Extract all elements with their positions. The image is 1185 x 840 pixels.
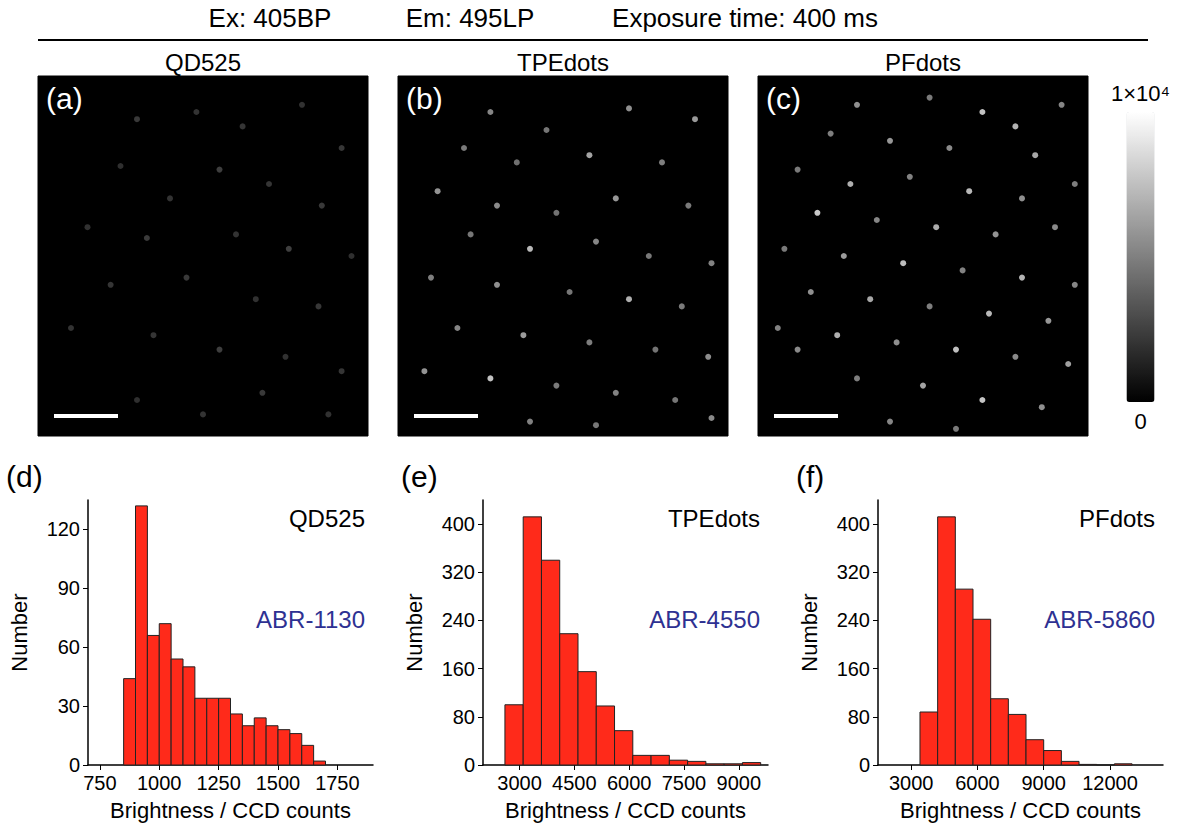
svg-text:90: 90: [58, 577, 80, 599]
svg-text:(a): (a): [46, 82, 83, 115]
svg-text:120: 120: [47, 518, 80, 540]
svg-text:1250: 1250: [196, 772, 241, 794]
svg-text:240: 240: [442, 609, 475, 631]
svg-text:9000: 9000: [717, 772, 762, 794]
svg-text:TPEdots: TPEdots: [668, 505, 760, 532]
svg-text:9000: 9000: [1021, 772, 1066, 794]
svg-text:PFdots: PFdots: [1079, 505, 1155, 532]
svg-text:Number: Number: [7, 593, 32, 671]
svg-text:240: 240: [837, 609, 870, 631]
svg-text:Brightness / CCD counts: Brightness / CCD counts: [505, 798, 746, 823]
svg-text:(e): (e): [401, 460, 438, 493]
svg-text:7500: 7500: [662, 772, 707, 794]
svg-text:Number: Number: [797, 593, 822, 671]
svg-text:(c): (c): [766, 82, 801, 115]
svg-text:160: 160: [837, 658, 870, 680]
svg-text:ABR-5860: ABR-5860: [1044, 606, 1155, 633]
svg-text:TPEdots: TPEdots: [517, 49, 609, 76]
svg-text:12000: 12000: [1082, 772, 1138, 794]
svg-text:6000: 6000: [955, 772, 1000, 794]
svg-text:ABR-4550: ABR-4550: [649, 606, 760, 633]
svg-text:Brightness / CCD counts: Brightness / CCD counts: [110, 798, 351, 823]
svg-text:4500: 4500: [552, 772, 597, 794]
svg-text:1×10⁴: 1×10⁴: [1111, 81, 1170, 106]
svg-text:750: 750: [83, 772, 116, 794]
svg-text:0: 0: [859, 754, 870, 776]
svg-text:ABR-1130: ABR-1130: [256, 606, 365, 633]
svg-text:Em: 495LP: Em: 495LP: [406, 3, 535, 33]
svg-text:6000: 6000: [607, 772, 652, 794]
svg-text:(b): (b): [406, 82, 443, 115]
svg-text:QD525: QD525: [289, 505, 365, 532]
svg-text:3000: 3000: [497, 772, 542, 794]
svg-text:30: 30: [58, 695, 80, 717]
svg-text:0: 0: [464, 754, 475, 776]
svg-text:Ex: 405BP: Ex: 405BP: [209, 3, 332, 33]
svg-text:80: 80: [848, 706, 870, 728]
svg-text:80: 80: [453, 706, 475, 728]
svg-text:400: 400: [837, 513, 870, 535]
svg-text:(d): (d): [6, 460, 43, 493]
svg-text:1500: 1500: [256, 772, 301, 794]
svg-text:1750: 1750: [315, 772, 360, 794]
svg-text:3000: 3000: [889, 772, 934, 794]
svg-text:160: 160: [442, 658, 475, 680]
svg-text:320: 320: [837, 561, 870, 583]
svg-text:Brightness / CCD counts: Brightness / CCD counts: [900, 798, 1141, 823]
svg-text:PFdots: PFdots: [885, 49, 961, 76]
svg-text:Exposure time: 400 ms: Exposure time: 400 ms: [612, 3, 878, 33]
svg-text:0: 0: [1134, 409, 1146, 434]
svg-text:Number: Number: [402, 593, 427, 671]
svg-text:60: 60: [58, 636, 80, 658]
svg-text:1000: 1000: [137, 772, 182, 794]
svg-text:(f): (f): [796, 460, 824, 493]
svg-text:320: 320: [442, 561, 475, 583]
svg-text:400: 400: [442, 513, 475, 535]
svg-text:QD525: QD525: [165, 49, 241, 76]
svg-text:0: 0: [69, 754, 80, 776]
